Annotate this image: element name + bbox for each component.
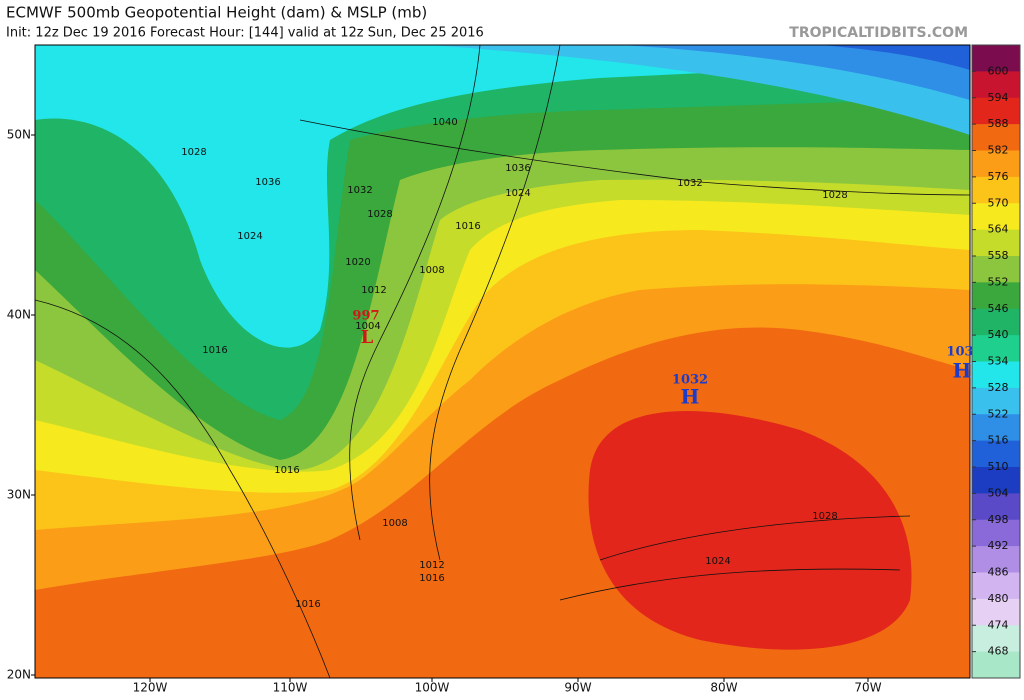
colorbar-segment: [972, 387, 1020, 415]
colorbar-label: 558: [988, 249, 1009, 262]
contour-label: 1024: [237, 231, 262, 242]
contour-label: 1004: [355, 321, 380, 332]
colorbar-segment: [972, 256, 1020, 283]
colorbar-segment: [972, 361, 1020, 389]
contour-label: 1028: [812, 511, 837, 522]
lon-label: 110W: [273, 681, 308, 695]
contour-label: 1016: [419, 573, 444, 584]
title: ECMWF 500mb Geopotential Height (dam) & …: [6, 4, 427, 22]
contour-label: 1032: [677, 178, 702, 189]
lon-label: 80W: [710, 681, 737, 695]
contour-label: 1020: [345, 257, 370, 268]
lat-label: 20N: [7, 668, 31, 682]
contour-label: 1028: [181, 147, 206, 158]
colorbar-label: 486: [988, 566, 1009, 579]
contour-label: 1016: [295, 599, 320, 610]
colorbar-label: 528: [988, 381, 1009, 394]
colorbar-segment: [972, 229, 1020, 257]
colorbar-label: 594: [988, 91, 1009, 104]
colorbar-label: 552: [988, 275, 1009, 288]
contour-label: 1036: [255, 177, 280, 188]
contour-label: 1032: [347, 185, 372, 196]
colorbar-label: 516: [988, 434, 1009, 447]
contour-label: 1036: [505, 163, 530, 174]
colorbar-label: 600: [988, 64, 1009, 77]
colorbar-label: 588: [988, 117, 1009, 130]
contour-label: 1012: [361, 285, 386, 296]
high-symbol: H: [953, 359, 972, 383]
contour-label: 1024: [705, 556, 730, 567]
colorbar-segment: [972, 282, 1020, 310]
colorbar-segment: [972, 45, 1020, 72]
contour-label: 1008: [382, 518, 407, 529]
high-pressure: 103: [946, 345, 973, 360]
colorbar-label: 504: [988, 486, 1009, 499]
colorbar-segment: [972, 414, 1020, 442]
colorbar-segment: [972, 71, 1020, 99]
colorbar-segment: [972, 440, 1020, 468]
colorbar-label: 546: [988, 302, 1009, 315]
contour-label: 1008: [419, 265, 444, 276]
high-symbol: H: [681, 385, 700, 409]
colorbar-label: 570: [988, 196, 1009, 209]
low-symbol: L: [361, 327, 374, 348]
colorbar-segment: [972, 203, 1020, 231]
colorbar-segment: [972, 97, 1020, 125]
colorbar-segment: [972, 335, 1020, 362]
colorbar-label: 492: [988, 539, 1009, 552]
contour-label: 1024: [505, 188, 530, 199]
colorbar-segment: [972, 519, 1020, 547]
contour-label: 1016: [274, 465, 299, 476]
colorbar-label: 522: [988, 407, 1009, 420]
contour-label: 1012: [419, 560, 444, 571]
colorbar-label: 498: [988, 513, 1009, 526]
low-pressure: 997: [352, 309, 379, 324]
colorbar-label: 540: [988, 328, 1009, 341]
colorbar-segment: [972, 493, 1020, 521]
colorbar-label: 474: [988, 618, 1009, 631]
colorbar-label: 564: [988, 223, 1009, 236]
contour-label: 1028: [822, 190, 847, 201]
lon-label: 100W: [415, 681, 450, 695]
brand: TROPICALTIDBITS.COM: [789, 25, 968, 41]
lat-label: 30N: [7, 488, 31, 502]
colorbar-segment: [972, 598, 1020, 626]
contour-label: 1040: [432, 117, 457, 128]
colorbar-segment: [972, 651, 1020, 679]
lon-label: 70W: [854, 681, 881, 695]
subtitle: Init: 12z Dec 19 2016 Forecast Hour: [14…: [6, 26, 484, 41]
colorbar-segment: [972, 176, 1020, 204]
colorbar-segment: [972, 150, 1020, 178]
high-pressure: 1032: [672, 373, 708, 388]
colorbar-segment: [972, 308, 1020, 336]
lat-label: 40N: [7, 308, 31, 322]
colorbar-label: 510: [988, 460, 1009, 473]
contour-label: 1016: [202, 345, 227, 356]
colorbar-segment: [972, 124, 1020, 151]
colorbar-label: 582: [988, 144, 1009, 157]
lon-label: 90W: [564, 681, 591, 695]
height-field: [35, 45, 970, 678]
colorbar-segment: [972, 546, 1020, 573]
colorbar-label: 480: [988, 592, 1009, 605]
colorbar-label: 468: [988, 645, 1009, 658]
contour-label: 1028: [367, 209, 392, 220]
colorbar-segment: [972, 572, 1020, 600]
colorbar-label: 576: [988, 170, 1009, 183]
map-frame: [34, 44, 971, 679]
lon-label: 120W: [133, 681, 168, 695]
colorbar-segment: [972, 467, 1020, 494]
contour-label: 1016: [455, 221, 480, 232]
colorbar-segment: [972, 625, 1020, 653]
lat-label: 50N: [7, 128, 31, 142]
colorbar-label: 534: [988, 355, 1009, 368]
